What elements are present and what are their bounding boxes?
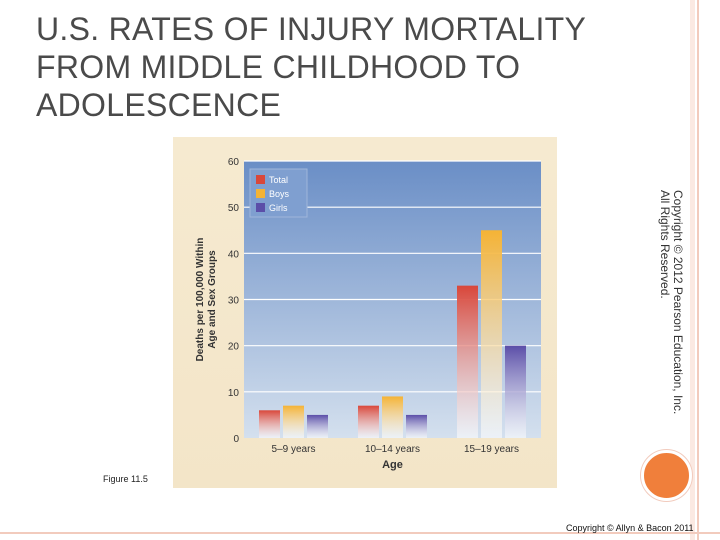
right-rail-line bbox=[697, 0, 699, 540]
chart-panel: 0 10 20 30 40 50 60 5–9 years 10–14 years 15–19 … bbox=[173, 137, 557, 488]
legend-label-boys: Boys bbox=[269, 189, 290, 199]
legend-swatch-total bbox=[256, 175, 265, 184]
legend-label-girls: Girls bbox=[269, 203, 288, 213]
x-tick-label: 15–19 years bbox=[464, 444, 519, 455]
bar-total bbox=[259, 410, 280, 438]
y-tick-labels: 0 10 20 30 40 50 60 bbox=[228, 157, 240, 445]
side-copyright: Copyright © 2012 Pearson Education, Inc.… bbox=[658, 190, 685, 430]
x-tick-label: 10–14 years bbox=[365, 444, 420, 455]
y-tick-label: 60 bbox=[228, 157, 240, 168]
decorative-orange-circle bbox=[641, 450, 692, 501]
bar-total bbox=[457, 285, 478, 438]
right-rail-ribbon bbox=[690, 0, 695, 540]
y-tick-label: 40 bbox=[228, 249, 240, 260]
bar-boys bbox=[283, 405, 304, 438]
legend-swatch-girls bbox=[256, 203, 265, 212]
x-tick-label: 5–9 years bbox=[272, 444, 316, 455]
y-tick-label: 0 bbox=[233, 434, 239, 445]
x-tick-labels: 5–9 years 10–14 years 15–19 years bbox=[272, 444, 519, 455]
side-copyright-line2: All Rights Reserved. bbox=[658, 190, 672, 299]
bar-boys bbox=[481, 230, 502, 438]
y-tick-label: 30 bbox=[228, 296, 240, 307]
slide-title: U.S. RATES OF INJURY MORTALITY FROM MIDD… bbox=[36, 11, 586, 123]
bar-girls bbox=[307, 414, 328, 438]
bar-chart: 0 10 20 30 40 50 60 5–9 years 10–14 years 15–19 … bbox=[173, 137, 557, 488]
side-copyright-line1: Copyright © 2012 Pearson Education, Inc. bbox=[671, 190, 685, 415]
y-axis-label-line2: Age and Sex Groups bbox=[207, 250, 218, 349]
figure-label: Figure 11.5 bbox=[103, 474, 148, 484]
legend-swatch-boys bbox=[256, 189, 265, 198]
bar-total bbox=[358, 405, 379, 438]
bar-girls bbox=[505, 345, 526, 438]
y-axis-label-line1: Deaths per 100,000 Within bbox=[195, 238, 206, 362]
bottom-rail-line bbox=[0, 532, 720, 534]
bars-group bbox=[259, 230, 526, 438]
x-axis-label: Age bbox=[382, 459, 403, 471]
y-tick-label: 20 bbox=[228, 342, 240, 353]
legend: Total Boys Girls bbox=[249, 168, 308, 218]
bar-girls bbox=[406, 414, 427, 438]
y-tick-label: 50 bbox=[228, 203, 240, 214]
footer-copyright: Copyright © Allyn & Bacon 2011 bbox=[566, 523, 694, 533]
bar-boys bbox=[382, 396, 403, 438]
legend-label-total: Total bbox=[269, 175, 288, 185]
y-tick-label: 10 bbox=[228, 388, 240, 399]
